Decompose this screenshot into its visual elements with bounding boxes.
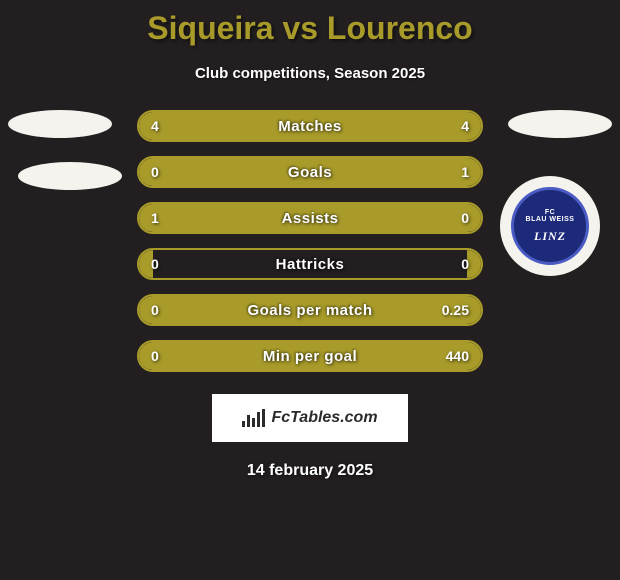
page-title: Siqueira vs Lourenco — [0, 0, 620, 47]
stat-value-right: 440 — [446, 342, 469, 370]
stat-label: Matches — [139, 112, 481, 140]
stat-row: 0Min per goal440 — [137, 340, 483, 372]
stat-value-right: 0.25 — [442, 296, 469, 324]
footer-date: 14 february 2025 — [0, 462, 620, 480]
footer-logo-text: FcTables.com — [271, 409, 377, 427]
stat-value-right: 0 — [461, 204, 469, 232]
badge-top-text: BLAU WEISS — [526, 216, 575, 224]
stat-label: Goals — [139, 158, 481, 186]
club-badge-inner: FC BLAU WEISS LINZ — [511, 187, 589, 265]
stat-label: Min per goal — [139, 342, 481, 370]
stat-value-right: 0 — [461, 250, 469, 278]
stat-label: Assists — [139, 204, 481, 232]
club-badge: FC BLAU WEISS LINZ — [500, 176, 600, 276]
badge-bottom-text: LINZ — [534, 230, 566, 243]
badge-prefix: FC — [545, 209, 555, 217]
logo-bars-icon — [242, 409, 265, 427]
content-area: FC BLAU WEISS LINZ 4Matches40Goals11Assi… — [0, 110, 620, 372]
stat-value-right: 4 — [461, 112, 469, 140]
stat-row: 4Matches4 — [137, 110, 483, 142]
footer-logo: FcTables.com — [212, 394, 408, 442]
stat-value-right: 1 — [461, 158, 469, 186]
stat-bars: 4Matches40Goals11Assists00Hattricks00Goa… — [137, 110, 483, 372]
stat-label: Hattricks — [139, 250, 481, 278]
player-avatar-right — [508, 110, 612, 138]
stat-label: Goals per match — [139, 296, 481, 324]
player-avatar-left-1 — [8, 110, 112, 138]
player-avatar-left-2 — [18, 162, 122, 190]
stat-row: 0Goals per match0.25 — [137, 294, 483, 326]
stat-row: 0Hattricks0 — [137, 248, 483, 280]
stat-row: 0Goals1 — [137, 156, 483, 188]
page-subtitle: Club competitions, Season 2025 — [0, 65, 620, 82]
stat-row: 1Assists0 — [137, 202, 483, 234]
